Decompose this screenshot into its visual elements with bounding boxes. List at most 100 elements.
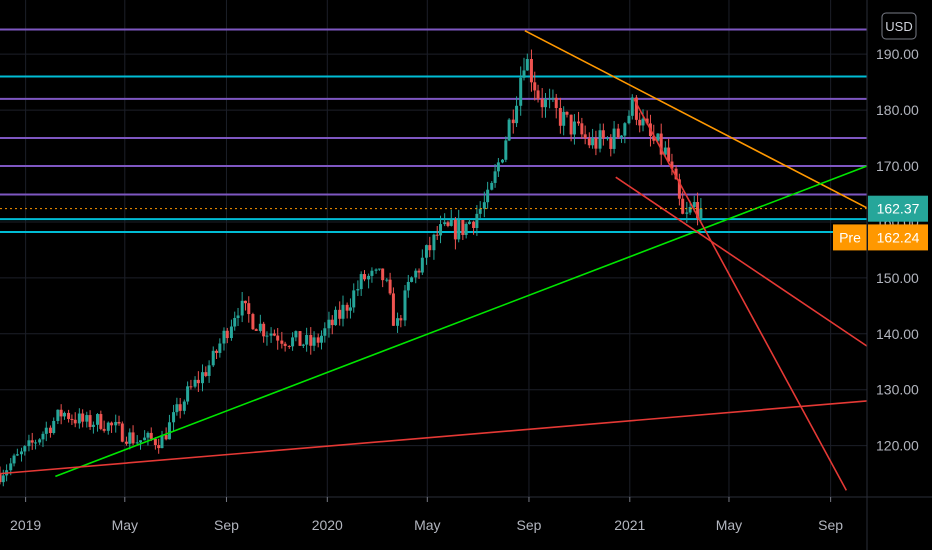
candle-body [659, 133, 663, 155]
y-tick-label: 120.00 [876, 438, 919, 454]
x-tick-label: Sep [517, 517, 542, 533]
candle-body [207, 365, 211, 376]
candle-body [175, 404, 179, 413]
currency-button[interactable]: USD [881, 12, 917, 40]
candle-body [139, 440, 143, 443]
candle-body [677, 179, 681, 199]
candle-body [189, 386, 193, 388]
y-tick-label: 150.00 [876, 270, 919, 286]
candle-body [240, 300, 244, 316]
candle-body [222, 330, 226, 344]
candle-body [102, 428, 106, 431]
candle-body [536, 90, 540, 99]
candle-body [77, 413, 81, 424]
candle-body [403, 290, 407, 321]
candle-body [91, 424, 95, 427]
candle-body [117, 421, 121, 424]
candle-body [312, 337, 316, 346]
candle-body [446, 222, 450, 226]
candle-body [160, 434, 164, 449]
candle-body [48, 427, 52, 433]
trend-line-red[interactable] [615, 176, 868, 347]
y-tick-label: 180.00 [876, 102, 919, 118]
y-tick-label: 170.00 [876, 158, 919, 174]
candle-body [67, 412, 71, 419]
candle-body [486, 189, 490, 203]
candle-body [663, 147, 667, 155]
candle-body [85, 415, 89, 422]
candle-body [323, 328, 327, 336]
candle-body [200, 372, 204, 384]
candle-body [9, 463, 13, 471]
currency-label: USD [885, 19, 912, 34]
candle-body [59, 409, 63, 417]
trend-line-red[interactable] [633, 98, 848, 491]
candle-body [247, 303, 251, 315]
candle-body [580, 123, 584, 135]
candle-body [19, 451, 23, 455]
candle-body [493, 171, 497, 183]
candle-body [656, 133, 660, 141]
candle-body [298, 331, 302, 346]
candle-body [294, 331, 298, 338]
candle-body [218, 343, 222, 353]
candle-body [120, 423, 124, 442]
candle-body [410, 277, 414, 282]
candle-body [254, 329, 258, 331]
candle-body [262, 323, 266, 337]
candle-body [464, 223, 468, 235]
candle-body [283, 343, 287, 346]
candle-body [529, 59, 533, 83]
candle-body [131, 432, 135, 444]
candle-body [674, 168, 678, 180]
x-tick-label: May [716, 517, 742, 533]
x-tick-label: May [112, 517, 138, 533]
candle-body [381, 268, 385, 281]
candle-body [583, 134, 587, 139]
candle-body [96, 414, 100, 425]
candle-body [30, 440, 34, 443]
candle-body [601, 130, 605, 139]
candle-body [475, 213, 479, 228]
candle-body [522, 70, 526, 78]
y-tick-label: 140.00 [876, 326, 919, 342]
candle-body [1, 475, 5, 483]
candle-body [634, 97, 638, 120]
candle-body [143, 437, 147, 441]
candle-body [70, 418, 74, 420]
trend-line-red[interactable] [0, 400, 868, 475]
candle-body [391, 293, 395, 326]
candle-body [309, 335, 313, 346]
candle-body [38, 439, 42, 443]
x-tick-label: Sep [214, 517, 239, 533]
trend-lines [0, 29, 868, 491]
last-price-badge: 162.37 [868, 195, 928, 222]
x-tick-label: 2020 [312, 517, 343, 533]
trend-line-green[interactable] [55, 165, 868, 478]
candle-body [396, 318, 400, 326]
candle-body [269, 333, 273, 336]
time-axis[interactable]: 2019 May Sep 2020 May Sep 2021 May Sep [10, 497, 843, 533]
candle-body [598, 130, 602, 149]
candle-body [251, 314, 255, 330]
last-price-value: 162.37 [877, 201, 920, 217]
candle-body [696, 202, 700, 219]
candle-body [699, 208, 703, 219]
candle-body [572, 121, 576, 135]
candle-body [73, 419, 77, 424]
candle-body [641, 118, 645, 126]
horizontal-levels [0, 28, 867, 234]
candle-body [620, 135, 624, 138]
candle-body [27, 440, 31, 447]
trend-line-orange[interactable] [524, 29, 868, 209]
candle-body [591, 137, 595, 146]
x-tick-label: May [414, 517, 440, 533]
candle-body [543, 99, 547, 108]
candle-body [215, 350, 219, 353]
candle-body [490, 182, 494, 190]
candle-body [453, 219, 457, 240]
candle-body [52, 420, 56, 433]
candle-body [504, 140, 508, 160]
